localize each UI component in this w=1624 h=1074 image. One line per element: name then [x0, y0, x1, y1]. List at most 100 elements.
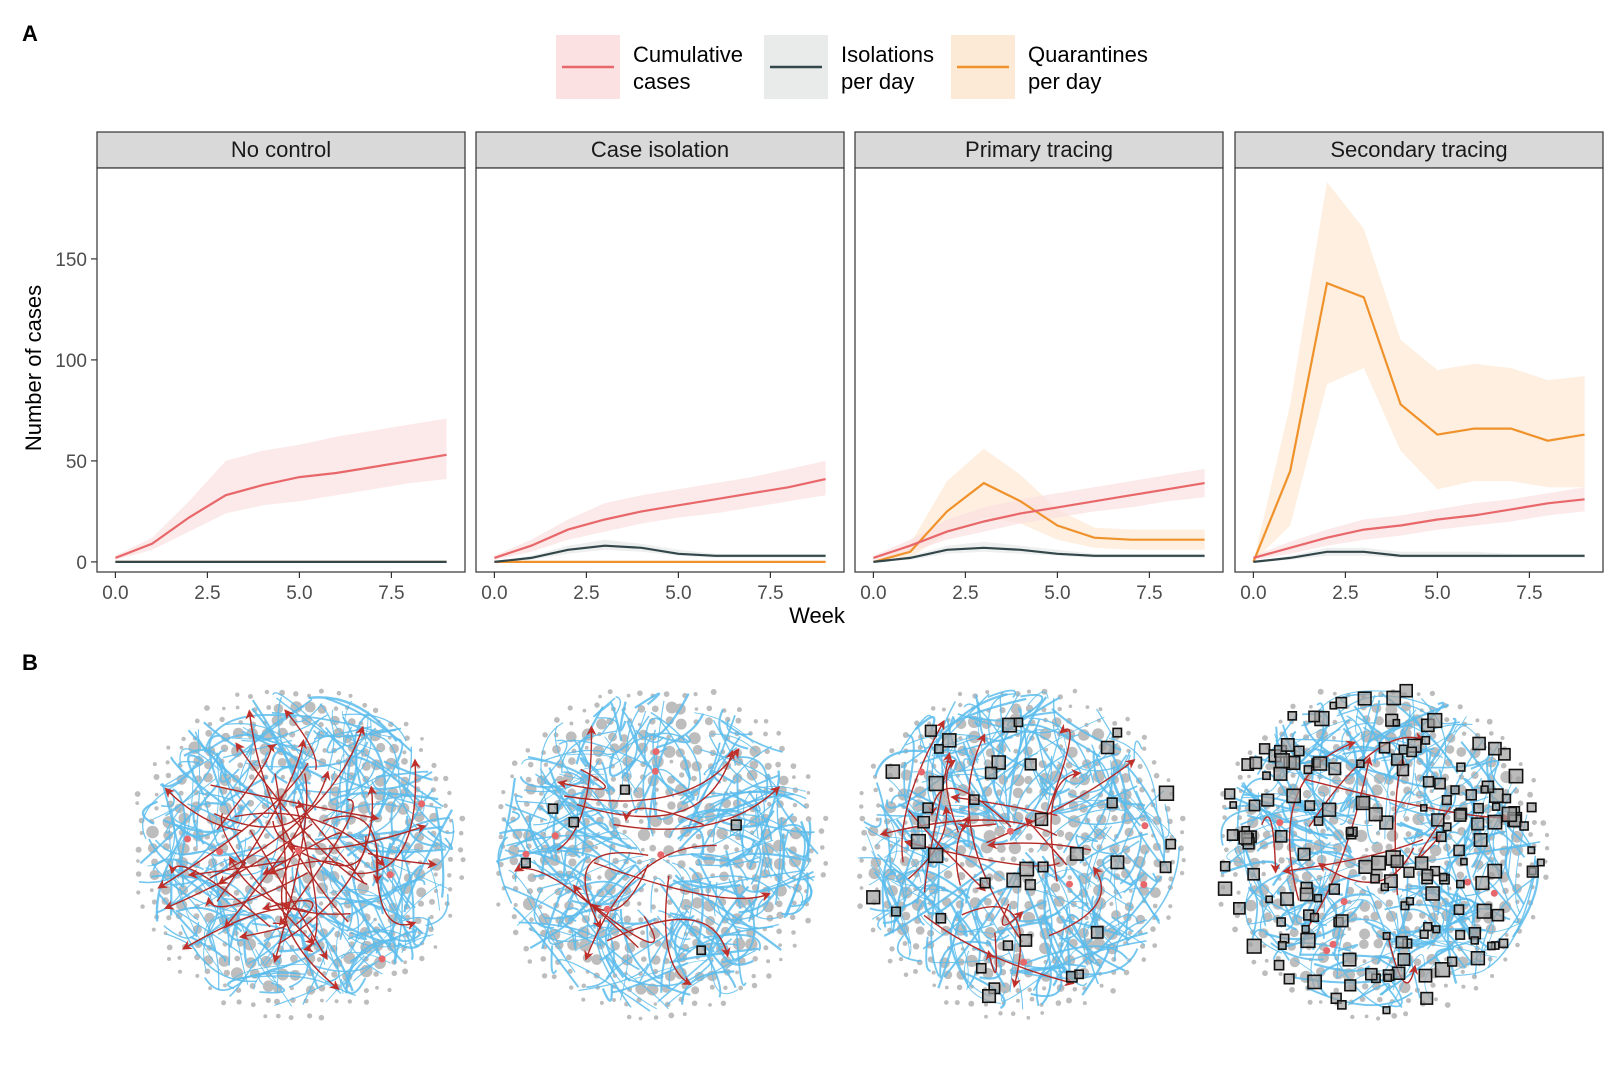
transmission-edge: [216, 738, 307, 902]
node: [1316, 967, 1326, 977]
quarantine-square: [1450, 785, 1460, 795]
contact-edge: [371, 856, 416, 943]
quarantine-square: [890, 906, 902, 917]
node: [508, 844, 520, 857]
node: [1290, 772, 1296, 778]
node: [541, 973, 548, 979]
node: [1386, 829, 1399, 842]
transmission-edge: [1041, 723, 1071, 826]
contact-edge: [325, 930, 367, 1003]
node: [1262, 970, 1268, 977]
node: [458, 830, 464, 836]
contact-edge: [281, 741, 369, 769]
transmission-edge: [354, 758, 421, 875]
node: [791, 900, 797, 906]
node: [459, 815, 466, 822]
node: [870, 763, 877, 769]
contact-edge: [1024, 851, 1068, 880]
contact-edge: [557, 887, 634, 898]
contact-edge: [563, 771, 623, 841]
contact-edge: [537, 773, 605, 807]
contact-edge: [891, 868, 946, 917]
quarantine-square: [1470, 936, 1480, 945]
quarantine-square: [1090, 925, 1104, 939]
node: [1429, 789, 1434, 794]
quarantine-square: [1405, 897, 1415, 906]
contact-edge: [1079, 832, 1149, 864]
network-1: [495, 689, 829, 1021]
node: [165, 760, 170, 765]
node: [1289, 928, 1299, 938]
node: [1224, 847, 1229, 853]
contact-edge: [736, 934, 747, 987]
quarantine-square: [1100, 740, 1115, 755]
contact-edge: [578, 732, 600, 773]
node: [448, 913, 453, 918]
node: [447, 887, 453, 892]
quarantine-square: [1365, 967, 1378, 981]
node: [1475, 718, 1480, 723]
infected-node: [1276, 819, 1284, 827]
node: [985, 690, 990, 694]
contact-edge: [681, 970, 735, 1005]
infected-node: [418, 800, 426, 808]
node: [362, 702, 368, 708]
contact-edge: [347, 930, 397, 963]
contact-edge: [1124, 852, 1158, 883]
node: [1471, 771, 1479, 779]
node: [1247, 774, 1251, 779]
contact-edge: [863, 817, 882, 828]
quarantine-square: [1476, 903, 1492, 919]
quarantine-square: [1420, 804, 1428, 812]
series-line-0: [1253, 498, 1585, 559]
node: [318, 688, 324, 694]
contact-edges: [495, 692, 819, 1012]
node: [1109, 843, 1120, 855]
contact-edge: [240, 908, 268, 920]
node: [322, 748, 328, 753]
quarantine-square: [1337, 999, 1347, 1010]
node: [553, 732, 559, 738]
transmission-edge: [181, 907, 309, 950]
contact-edge: [556, 880, 626, 900]
legend-label-line1: Cumulative: [633, 42, 743, 67]
quarantine-square: [1406, 746, 1417, 758]
contact-edge: [535, 773, 595, 821]
network-2: [857, 688, 1186, 1020]
node: [691, 775, 697, 782]
node: [859, 804, 864, 809]
node: [677, 860, 686, 869]
node: [1350, 1014, 1355, 1020]
node: [139, 831, 144, 835]
contact-edge: [642, 747, 668, 837]
contact-edge: [321, 870, 383, 975]
node: [1275, 955, 1281, 961]
contact-edge: [1067, 792, 1093, 808]
node: [264, 689, 270, 695]
quarantine-square: [547, 803, 559, 814]
node: [984, 1002, 988, 1007]
contact-edge: [579, 769, 611, 792]
transmission-edge: [923, 751, 953, 893]
contact-edge: [1037, 940, 1147, 979]
node: [776, 730, 782, 736]
contact-edge: [567, 851, 631, 922]
node: [970, 984, 974, 989]
contact-edge: [512, 906, 580, 988]
contact-edge: [541, 749, 606, 763]
node: [539, 791, 544, 796]
quarantine-square: [1434, 961, 1451, 978]
node: [764, 762, 772, 770]
contact-edge: [674, 874, 741, 889]
node: [420, 737, 424, 741]
transmission-edge: [606, 918, 731, 958]
contact-edge: [1240, 808, 1355, 826]
contact-edge: [1335, 755, 1367, 787]
contact-edge: [717, 814, 793, 836]
contact-edge: [650, 877, 666, 913]
quarantine-square: [1342, 952, 1357, 967]
node: [429, 914, 434, 920]
node: [248, 774, 255, 780]
contact-edge: [383, 883, 443, 939]
node: [429, 898, 435, 905]
